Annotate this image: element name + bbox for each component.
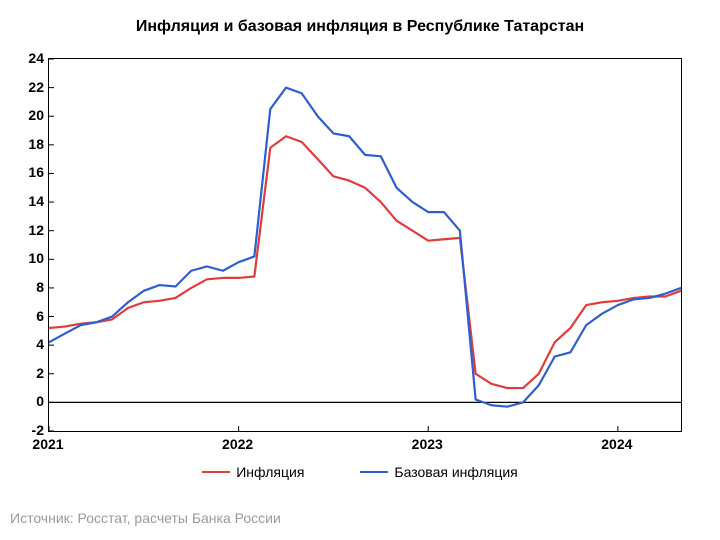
- y-tick-label: 0: [4, 393, 44, 409]
- legend: Инфляция Базовая инфляция: [0, 460, 720, 480]
- chart-title: Инфляция и базовая инфляция в Республике…: [0, 18, 720, 36]
- x-tick-label: 2022: [222, 436, 253, 452]
- plot-svg: [49, 59, 681, 431]
- series-line-1: [49, 88, 681, 407]
- plot-area: [48, 58, 682, 432]
- legend-item-0: Инфляция: [202, 464, 304, 480]
- source-note: Источник: Росстат, расчеты Банка России: [10, 510, 281, 526]
- y-tick-label: 8: [4, 279, 44, 295]
- legend-item-1: Базовая инфляция: [360, 464, 517, 480]
- legend-label: Базовая инфляция: [394, 464, 517, 480]
- y-tick-label: 20: [4, 107, 44, 123]
- y-tick-label: 16: [4, 164, 44, 180]
- legend-label: Инфляция: [236, 464, 304, 480]
- x-tick-label: 2023: [412, 436, 443, 452]
- y-tick-label: 14: [4, 193, 44, 209]
- y-tick-label: 10: [4, 250, 44, 266]
- x-tick-label: 2024: [601, 436, 632, 452]
- y-tick-label: 6: [4, 308, 44, 324]
- legend-swatch: [360, 471, 388, 473]
- legend-swatch: [202, 471, 230, 473]
- series-line-0: [49, 136, 681, 388]
- y-tick-label: 4: [4, 336, 44, 352]
- y-tick-label: 12: [4, 222, 44, 238]
- y-tick-label: 18: [4, 136, 44, 152]
- x-tick-label: 2021: [32, 436, 63, 452]
- y-tick-label: 2: [4, 365, 44, 381]
- chart-container: Инфляция и базовая инфляция в Республике…: [0, 0, 720, 540]
- y-tick-label: 22: [4, 79, 44, 95]
- y-tick-label: 24: [4, 50, 44, 66]
